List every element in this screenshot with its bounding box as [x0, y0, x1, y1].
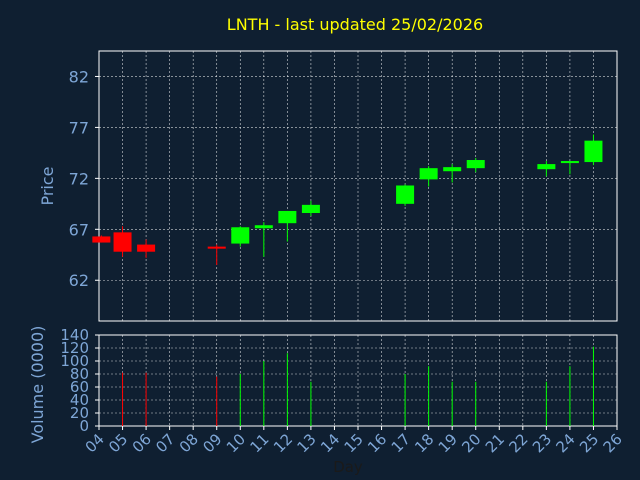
volume-xtick-label: 12 — [270, 430, 296, 456]
price-panel: 62 67 72 77 82 Price — [38, 50, 618, 322]
price-ytick-label: 62 — [69, 271, 89, 290]
candle-body — [278, 210, 297, 224]
volume-xtick-label: 17 — [388, 430, 414, 456]
volume-xtick-label: 22 — [505, 430, 531, 456]
candle-body — [560, 161, 579, 164]
candle-body — [396, 185, 415, 204]
candle-body — [466, 160, 485, 169]
x-axis-label: Day — [333, 458, 363, 476]
volume-xtick-label: 07 — [152, 430, 178, 456]
volume-xtick-label: 09 — [199, 430, 225, 456]
volume-xtick-label: 16 — [364, 430, 390, 456]
volume-panel: 0405060708091011121314151617181920212223… — [28, 326, 626, 476]
volume-xtick-label: 11 — [246, 430, 272, 456]
price-ytick-label: 77 — [69, 118, 89, 137]
volume-xtick-label: 24 — [553, 430, 579, 456]
candle-body — [254, 225, 273, 229]
volume-ytick-label: 20 — [70, 404, 89, 422]
candle-body — [584, 140, 603, 163]
volume-xtick-label: 15 — [341, 430, 367, 456]
candle-body — [207, 246, 226, 249]
volume-xtick-label: 08 — [176, 430, 202, 456]
volume-ytick-label: 80 — [70, 365, 89, 383]
candle-body — [137, 244, 156, 252]
candle-body — [537, 164, 556, 170]
volume-ytick-label: 140 — [60, 326, 89, 344]
candle-body — [419, 168, 438, 180]
volume-xtick-label: 19 — [435, 430, 461, 456]
price-ytick-label: 82 — [69, 67, 89, 86]
volume-xtick-label: 26 — [600, 430, 626, 456]
volume-xtick-label: 13 — [294, 430, 320, 456]
volume-xtick-label: 20 — [458, 430, 484, 456]
volume-xtick-label: 10 — [223, 430, 249, 456]
volume-ytick-label: 40 — [70, 391, 89, 409]
volume-xtick-label: 18 — [411, 430, 437, 456]
volume-xtick-label: 21 — [482, 430, 508, 456]
volume-ytick-label: 120 — [60, 339, 89, 357]
volume-xtick-label: 25 — [576, 430, 602, 456]
candle-body — [231, 227, 250, 244]
volume-axis-label: Volume (0000) — [28, 326, 47, 444]
chart-title: LNTH - last updated 25/02/2026 — [227, 15, 483, 34]
volume-xtick-label: 06 — [129, 430, 155, 456]
volume-ytick-label: 0 — [79, 417, 89, 435]
candle-body — [92, 236, 111, 243]
candle-body — [113, 232, 132, 252]
candle-body — [301, 204, 320, 213]
volume-xtick-label: 14 — [317, 430, 343, 456]
volume-ytick-label: 60 — [70, 378, 89, 396]
volume-xtick-label: 23 — [529, 430, 555, 456]
volume-xtick-label: 05 — [105, 430, 131, 456]
volume-ytick-label: 100 — [60, 352, 89, 370]
candle-body — [443, 167, 462, 172]
price-axis-label: Price — [38, 166, 57, 205]
price-ytick-label: 67 — [69, 220, 89, 239]
price-ytick-label: 72 — [69, 169, 89, 188]
